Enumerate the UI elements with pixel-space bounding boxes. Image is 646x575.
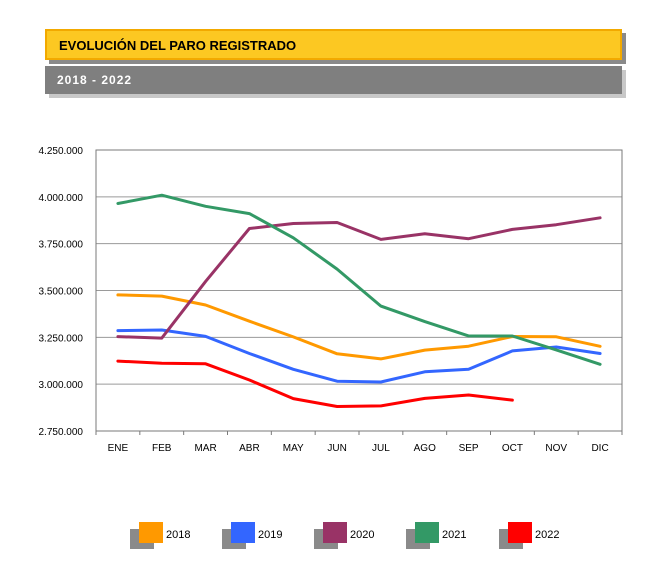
- legend-swatch: [231, 522, 255, 543]
- x-tick-label: DIC: [591, 443, 608, 454]
- y-tick-label: 3.000.000: [39, 380, 84, 391]
- y-tick-label: 2.750.000: [39, 427, 84, 438]
- y-tick-label: 3.250.000: [39, 333, 84, 344]
- x-tick-label: JUL: [372, 443, 390, 454]
- legend-swatch: [323, 522, 347, 543]
- series-line-2021: [116, 193, 602, 366]
- chart-subtitle-bar: 2018 - 2022: [45, 66, 622, 94]
- series-line-2022: [116, 359, 514, 408]
- series-line-2019: [116, 328, 602, 384]
- x-tick-label: FEB: [152, 443, 172, 454]
- legend-label: 2019: [258, 529, 283, 541]
- legend-swatch: [139, 522, 163, 543]
- x-tick-label: ENE: [108, 443, 129, 454]
- x-tick-label: NOV: [545, 443, 567, 454]
- chart-title: EVOLUCIÓN DEL PARO REGISTRADO: [59, 38, 297, 53]
- series-line-2018: [116, 293, 602, 361]
- x-tick-label: SEP: [459, 443, 479, 454]
- x-tick-label: JUN: [327, 443, 346, 454]
- legend-label: 2020: [350, 529, 375, 541]
- x-tick-label: AGO: [414, 443, 436, 454]
- y-tick-label: 3.500.000: [39, 287, 84, 298]
- x-tick-label: ABR: [239, 443, 260, 454]
- legend-label: 2018: [166, 529, 191, 541]
- x-tick-label: MAR: [194, 443, 216, 454]
- y-tick-label: 4.000.000: [39, 193, 84, 204]
- legend-label: 2022: [535, 529, 560, 541]
- legend-label: 2021: [442, 529, 467, 541]
- chart-subtitle: 2018 - 2022: [57, 73, 133, 87]
- legend-swatch: [508, 522, 532, 543]
- x-tick-label: MAY: [283, 443, 304, 454]
- x-tick-label: OCT: [502, 443, 523, 454]
- y-tick-label: 4.250.000: [39, 146, 84, 157]
- chart-title-bar: EVOLUCIÓN DEL PARO REGISTRADO: [45, 29, 622, 60]
- legend-swatch: [415, 522, 439, 543]
- y-tick-label: 3.750.000: [39, 240, 84, 251]
- series-line-2020: [116, 216, 602, 340]
